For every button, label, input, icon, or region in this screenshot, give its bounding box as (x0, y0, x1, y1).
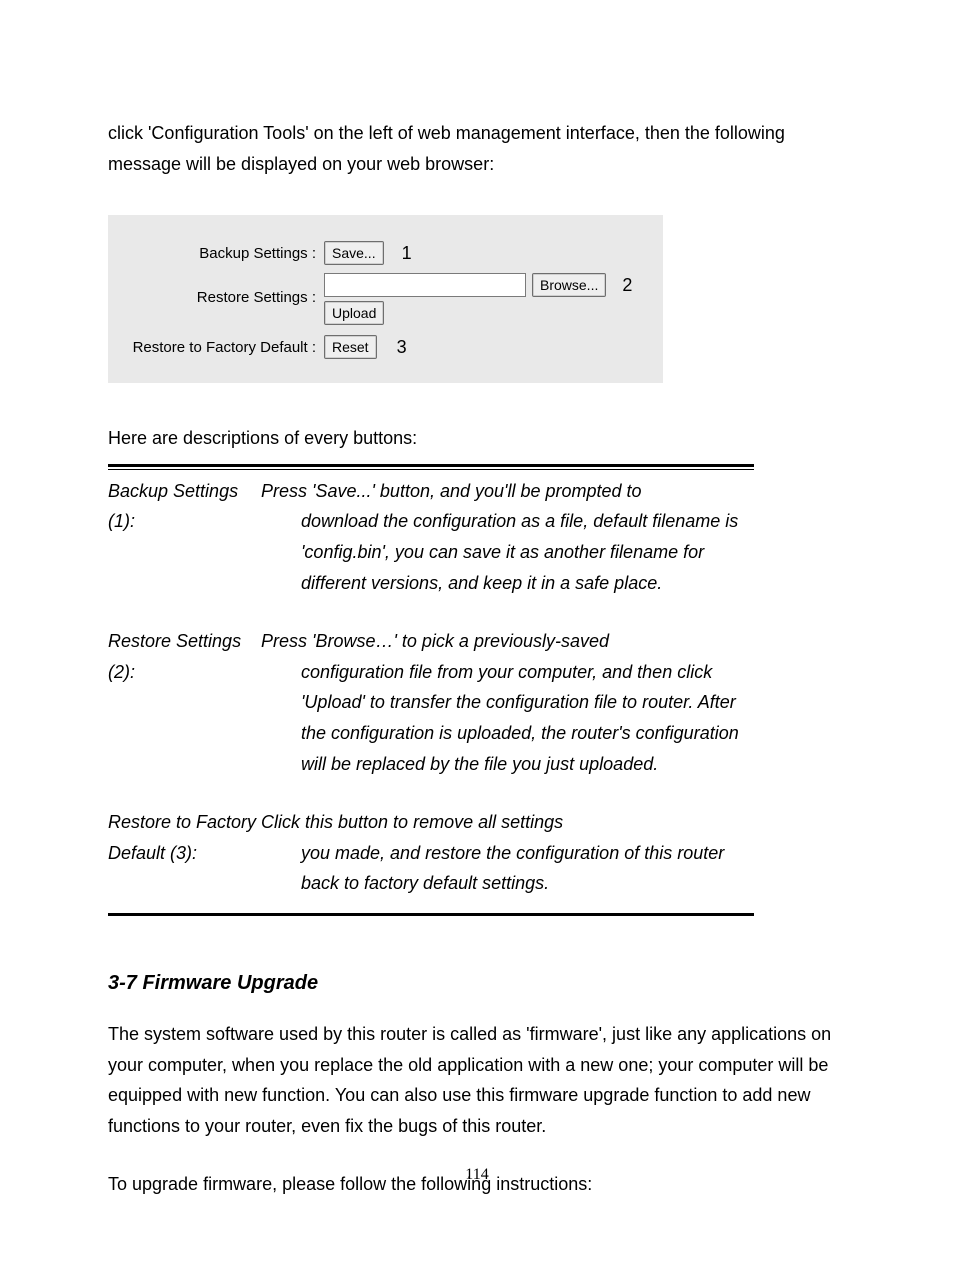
def-first-factory: Click this button to remove all settings (261, 807, 754, 838)
descriptions-intro: Here are descriptions of every buttons: (108, 423, 846, 454)
backup-settings-label: Backup Settings : (188, 245, 316, 262)
upload-button[interactable]: Upload (324, 301, 384, 325)
def-term-backup: Backup Settings (1): (108, 476, 261, 537)
restore-file-input[interactable] (324, 273, 526, 297)
document-page: click 'Configuration Tools' on the left … (0, 0, 954, 1268)
callout-2: 2 (622, 275, 632, 296)
definitions-inner: Backup Settings (1): Press 'Save...' but… (108, 469, 754, 913)
factory-default-row: Restore to Factory Default : Reset 3 (122, 335, 407, 359)
backup-settings-row: Backup Settings : Save... 1 (188, 241, 412, 265)
restore-file-row: Browse... 2 (324, 273, 632, 297)
page-number: 114 (0, 1166, 954, 1184)
definitions-table: Backup Settings (1): Press 'Save...' but… (108, 464, 754, 916)
browse-button[interactable]: Browse... (532, 273, 606, 297)
restore-settings-label: Restore Settings : (188, 289, 316, 306)
reset-button[interactable]: Reset (324, 335, 377, 359)
callout-1: 1 (402, 243, 412, 264)
def-rest-backup: download the configuration as a file, de… (261, 506, 754, 598)
firmware-paragraph-1: The system software used by this router … (108, 1019, 846, 1141)
def-term-restore: Restore Settings (2): (108, 626, 261, 687)
def-body-restore: Press 'Browse…' to pick a previously-sav… (261, 626, 754, 779)
def-first-backup: Press 'Save...' button, and you'll be pr… (261, 476, 754, 507)
callout-3: 3 (397, 337, 407, 358)
def-body-backup: Press 'Save...' button, and you'll be pr… (261, 476, 754, 598)
def-rest-restore: configuration file from your computer, a… (261, 657, 754, 779)
factory-default-label: Restore to Factory Default : (122, 339, 316, 356)
config-tools-screenshot: Backup Settings : Save... 1 Browse... 2 … (108, 215, 663, 383)
save-button[interactable]: Save... (324, 241, 384, 265)
def-row-restore: Restore Settings (2): Press 'Browse…' to… (108, 626, 754, 779)
restore-settings-row: Restore Settings : (188, 289, 324, 306)
def-term-factory: Restore to Factory Default (3): (108, 807, 261, 868)
def-first-restore: Press 'Browse…' to pick a previously-sav… (261, 626, 754, 657)
def-row-factory: Restore to Factory Default (3): Click th… (108, 807, 754, 899)
intro-paragraph: click 'Configuration Tools' on the left … (108, 118, 846, 179)
restore-upload-row: Upload (324, 301, 392, 325)
def-body-factory: Click this button to remove all settings… (261, 807, 754, 899)
section-heading: 3-7 Firmware Upgrade (108, 972, 846, 995)
def-row-backup: Backup Settings (1): Press 'Save...' but… (108, 476, 754, 598)
def-rest-factory: you made, and restore the configuration … (261, 838, 754, 899)
